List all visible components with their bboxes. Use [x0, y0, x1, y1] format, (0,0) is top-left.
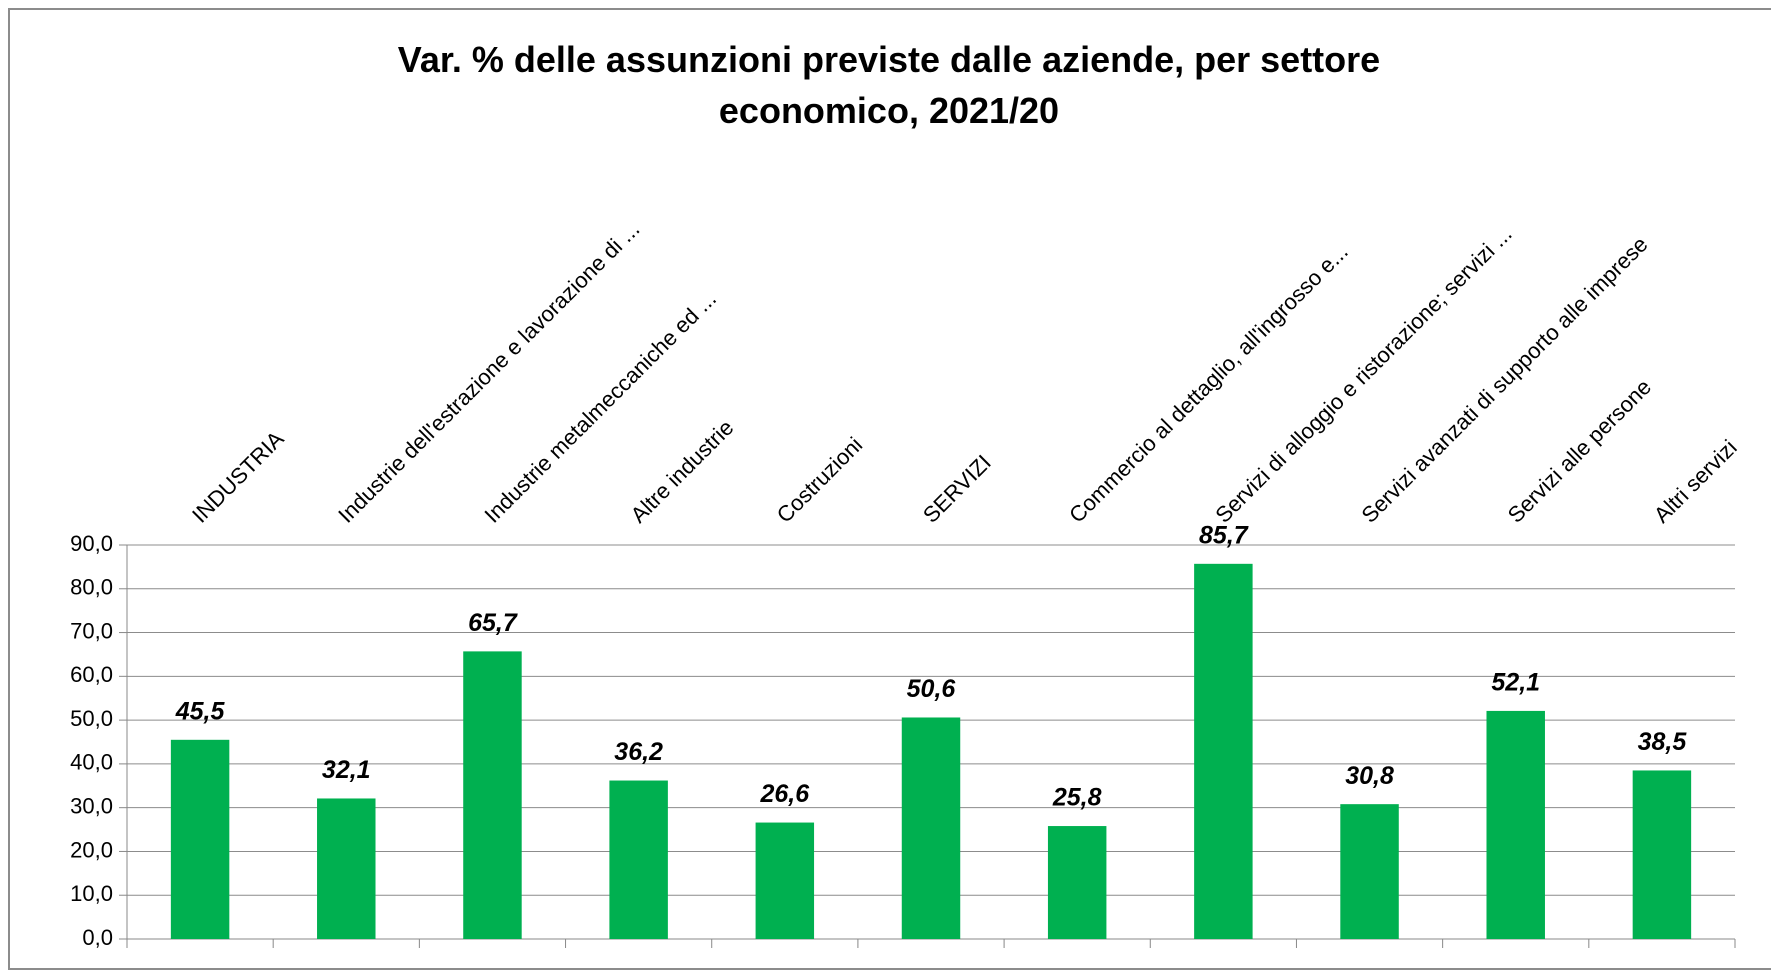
chart-title: Var. % delle assunzioni previste dalle a…: [398, 39, 1380, 131]
bar: [170, 739, 230, 939]
value-label: 65,7: [468, 609, 518, 637]
chart-title-text: Var. % delle assunzioni previste dalle a…: [398, 39, 1380, 131]
bar: [1486, 710, 1545, 939]
value-label: 45,5: [175, 697, 226, 725]
value-label: 50,6: [907, 675, 957, 703]
bar: [1194, 563, 1253, 939]
bar: [609, 780, 668, 939]
value-label: 32,1: [322, 756, 371, 784]
y-tick-label: 90,0: [70, 531, 113, 556]
bar: [1047, 826, 1107, 939]
y-tick-label: 0,0: [82, 925, 113, 950]
value-label: 38,5: [1638, 728, 1688, 756]
bar: [901, 717, 961, 939]
y-tick-label: 30,0: [70, 793, 113, 818]
value-label: 36,2: [614, 738, 663, 766]
y-tick-label: 20,0: [70, 837, 113, 862]
y-tick-label: 70,0: [70, 618, 113, 643]
bar: [755, 822, 815, 939]
value-label: 85,7: [1199, 521, 1249, 549]
y-tick-label: 60,0: [70, 662, 113, 687]
chart-frame: [8, 8, 1771, 970]
value-label: 25,8: [1052, 784, 1102, 812]
bar: [1340, 804, 1399, 939]
y-tick-label: 40,0: [70, 750, 113, 775]
value-label: 26,6: [759, 780, 810, 808]
value-label: 30,8: [1345, 762, 1394, 790]
bar: [317, 798, 376, 939]
bar: [1632, 770, 1692, 939]
value-label: 52,1: [1491, 669, 1540, 697]
y-tick-label: 50,0: [70, 706, 113, 731]
y-tick-label: 80,0: [70, 575, 113, 600]
bar: [463, 651, 522, 939]
y-tick-label: 10,0: [70, 881, 113, 906]
